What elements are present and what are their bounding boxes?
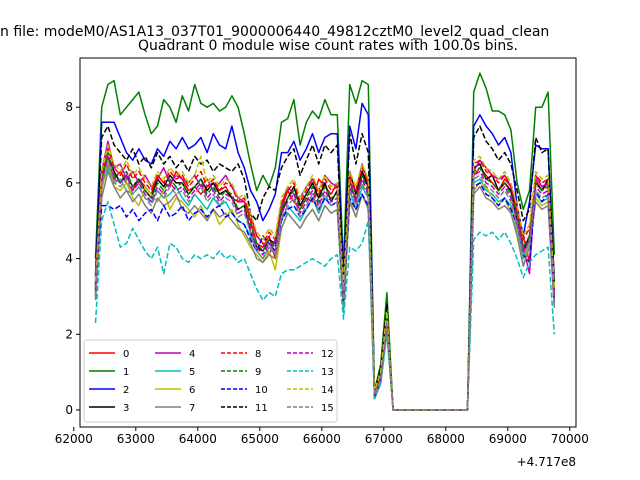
- legend-label-12: 12: [321, 349, 334, 360]
- y-tick-label: 4: [65, 252, 73, 266]
- series-line-5: [94, 167, 556, 411]
- x-tick-label: 70000: [551, 432, 589, 446]
- series-line-12: [94, 155, 556, 411]
- x-axis-offset-label: +4.717e8: [517, 455, 576, 469]
- chart-title: Quadrant 0 module wise count rates with …: [138, 38, 518, 54]
- series-line-14: [94, 144, 556, 411]
- series-line-10: [94, 182, 556, 411]
- series-line-1: [94, 72, 556, 411]
- x-axis-ticks: 62000 63000 64000 65000 66000 67000 68000 69000…: [55, 427, 589, 446]
- legend-label-5: 5: [189, 367, 195, 378]
- legend-label-1: 1: [123, 367, 129, 378]
- y-tick-label: 6: [65, 176, 73, 190]
- y-tick-label: 8: [65, 100, 73, 114]
- y-axis-ticks: 0 2 4 6 8: [65, 100, 80, 417]
- legend-label-2: 2: [123, 385, 129, 396]
- x-tick-label: 69000: [489, 432, 527, 446]
- series-line-11: [94, 125, 556, 411]
- x-tick-label: 62000: [55, 432, 93, 446]
- plot-frame: [79, 57, 577, 428]
- legend-label-9: 9: [255, 367, 261, 378]
- y-tick-label: 0: [65, 403, 73, 417]
- legend-label-6: 6: [189, 385, 195, 396]
- series-line-2: [94, 102, 556, 411]
- series-line-13: [94, 201, 556, 411]
- legend-label-14: 14: [321, 385, 334, 396]
- legend-label-10: 10: [255, 385, 268, 396]
- x-tick-label: 64000: [179, 432, 217, 446]
- series-line-7: [94, 170, 556, 411]
- series-line-9: [94, 151, 556, 411]
- legend-label-4: 4: [189, 349, 195, 360]
- series-line-8: [94, 148, 556, 411]
- series-line-15: [94, 159, 556, 411]
- x-tick-label: 65000: [241, 432, 279, 446]
- series-line-4: [94, 140, 556, 411]
- x-tick-label: 67000: [365, 432, 403, 446]
- legend-label-13: 13: [321, 367, 334, 378]
- legend-label-15: 15: [321, 403, 334, 414]
- figure-suptitle: n file: modeM0/AS1A13_037T01_9000006440_…: [0, 24, 549, 40]
- legend-label-3: 3: [123, 403, 129, 414]
- x-tick-label: 66000: [303, 432, 341, 446]
- legend-label-8: 8: [255, 349, 261, 360]
- legend-label-0: 0: [123, 349, 129, 360]
- plot-lines: [94, 72, 556, 411]
- legend-label-11: 11: [255, 403, 268, 414]
- legend-label-7: 7: [189, 403, 195, 414]
- x-tick-label: 68000: [427, 432, 465, 446]
- y-tick-label: 2: [65, 327, 73, 341]
- legend-box: [83, 339, 338, 423]
- x-tick-label: 63000: [117, 432, 155, 446]
